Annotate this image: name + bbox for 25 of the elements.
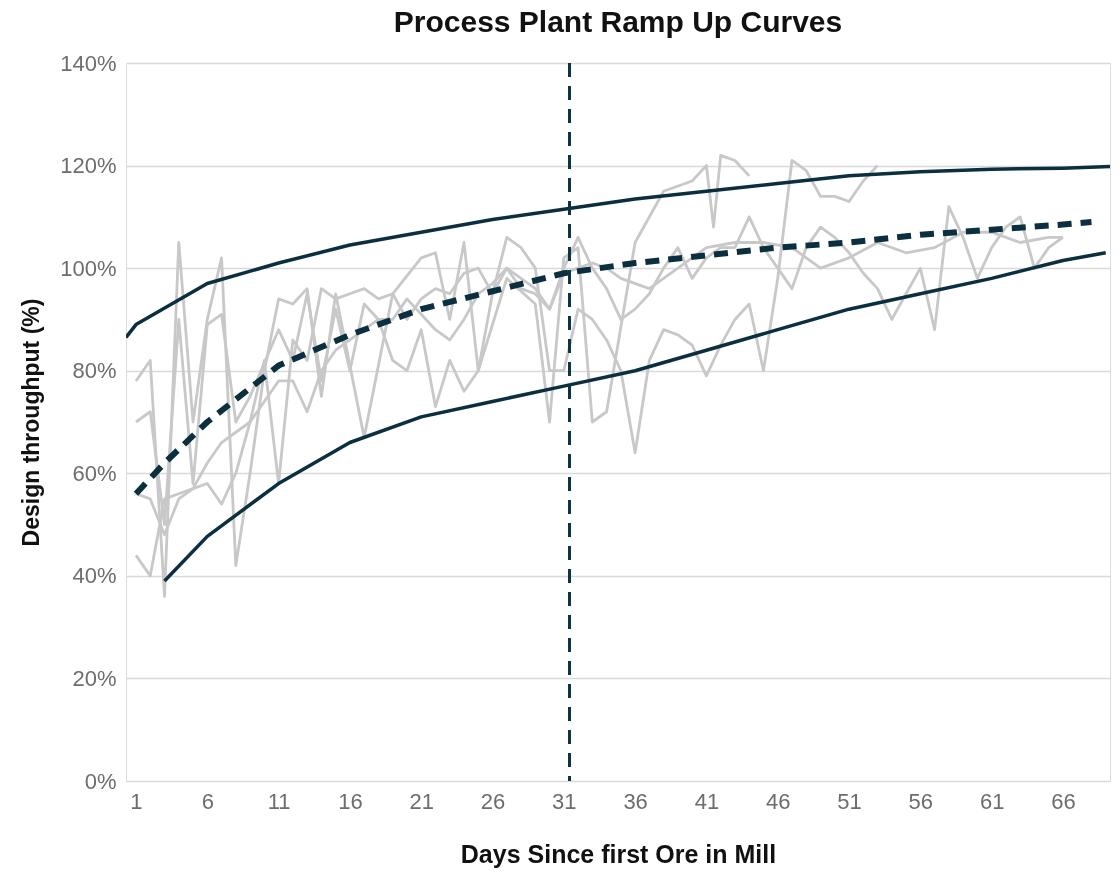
x-tick-label: 51 bbox=[837, 788, 862, 814]
x-tick-label: 11 bbox=[267, 788, 291, 814]
y-tick-label: 40% bbox=[72, 563, 117, 589]
y-tick-label: 80% bbox=[72, 358, 117, 384]
chart-title: Process Plant Ramp Up Curves bbox=[393, 5, 843, 38]
y-axis-title: Design throughput (%) bbox=[18, 298, 45, 547]
x-tick-label: 61 bbox=[979, 788, 1005, 814]
y-tick-label: 100% bbox=[60, 255, 117, 281]
x-axis-title: Days Since first Ore in Mill bbox=[460, 839, 777, 868]
x-tick-label: 31 bbox=[552, 788, 577, 814]
x-tick-label: 6 bbox=[201, 788, 214, 814]
x-tick-label: 26 bbox=[480, 788, 506, 814]
x-tick-label: 41 bbox=[694, 788, 720, 814]
x-tick-label: 36 bbox=[623, 788, 648, 814]
y-tick-label: 0% bbox=[84, 768, 117, 794]
x-tick-label: 16 bbox=[338, 788, 363, 814]
y-tick-label: 20% bbox=[72, 665, 117, 691]
y-tick-label: 120% bbox=[60, 153, 117, 179]
x-tick-label: 46 bbox=[765, 788, 791, 814]
y-tick-label: 140% bbox=[60, 50, 117, 76]
y-tick-label: 60% bbox=[72, 460, 117, 486]
x-tick-label: 1 bbox=[130, 788, 143, 814]
x-tick-label: 66 bbox=[1051, 788, 1076, 814]
x-tick-label: 21 bbox=[409, 788, 434, 814]
x-tick-label: 56 bbox=[908, 788, 934, 814]
